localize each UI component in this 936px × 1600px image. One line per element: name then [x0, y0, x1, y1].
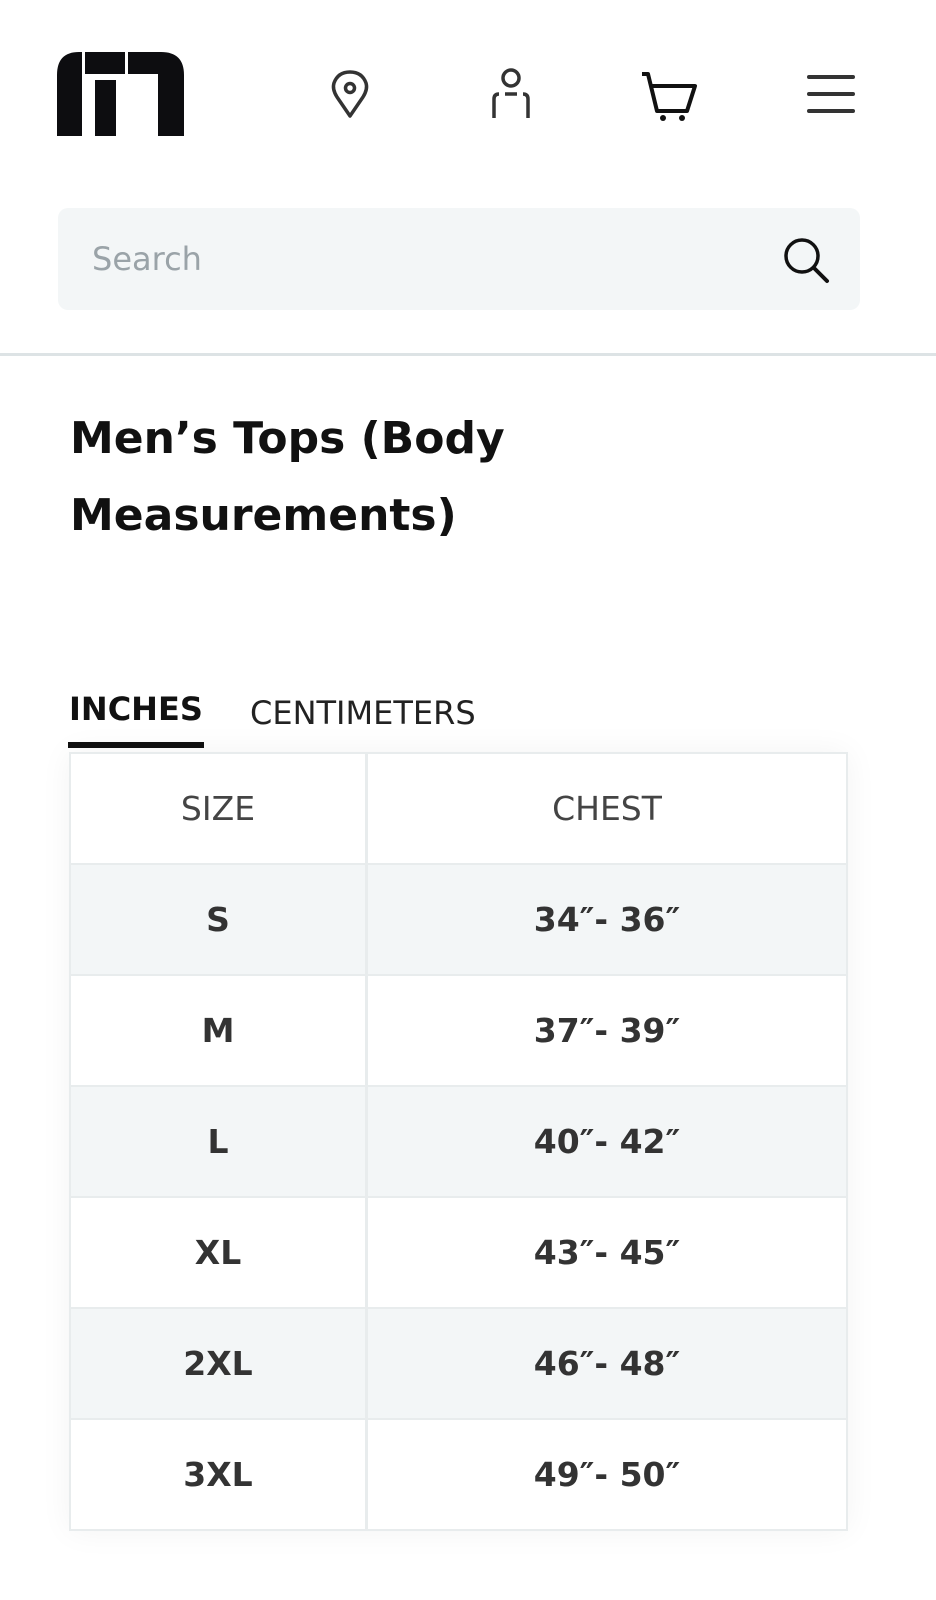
chest-cell: 37″- 39″: [533, 1011, 681, 1050]
size-chart-table: SIZE CHEST S 34″- 36″ M 37″- 39″ L 40″- …: [69, 752, 848, 1531]
size-cell: 2XL: [71, 1309, 368, 1418]
header-divider: [0, 353, 936, 356]
size-cell: L: [71, 1087, 368, 1196]
chest-cell: 34″- 36″: [533, 900, 681, 939]
account-icon[interactable]: [486, 65, 536, 121]
page-title: Men’s Tops (Body Measurements): [70, 413, 505, 541]
column-header-chest: CHEST: [552, 789, 662, 828]
brand-logo[interactable]: [57, 50, 184, 136]
table-row: 3XL 49″- 50″: [71, 1418, 846, 1529]
cart-icon[interactable]: [640, 70, 698, 122]
search-bar: [58, 208, 860, 310]
table-row: L 40″- 42″: [71, 1085, 846, 1196]
table-row: M 37″- 39″: [71, 974, 846, 1085]
table-row: S 34″- 36″: [71, 863, 846, 974]
menu-icon[interactable]: [806, 72, 856, 116]
table-row: XL 43″- 45″: [71, 1196, 846, 1307]
search-input[interactable]: [92, 208, 752, 310]
table-row: 2XL 46″- 48″: [71, 1307, 846, 1418]
chest-cell: 43″- 45″: [533, 1233, 681, 1272]
size-cell: 3XL: [71, 1420, 368, 1529]
size-cell: XL: [71, 1198, 368, 1307]
size-cell: S: [71, 865, 368, 974]
tab-centimeters[interactable]: CENTIMETERS: [250, 694, 476, 732]
site-header: [0, 0, 936, 170]
search-icon[interactable]: [780, 234, 832, 286]
size-cell: M: [71, 976, 368, 1085]
column-header-size: SIZE: [71, 754, 368, 863]
location-icon[interactable]: [326, 68, 374, 120]
chest-cell: 40″- 42″: [533, 1122, 681, 1161]
table-header-row: SIZE CHEST: [71, 754, 846, 863]
chest-cell: 49″- 50″: [533, 1455, 681, 1494]
chest-cell: 46″- 48″: [533, 1344, 681, 1383]
tab-inches[interactable]: INCHES: [68, 690, 204, 748]
